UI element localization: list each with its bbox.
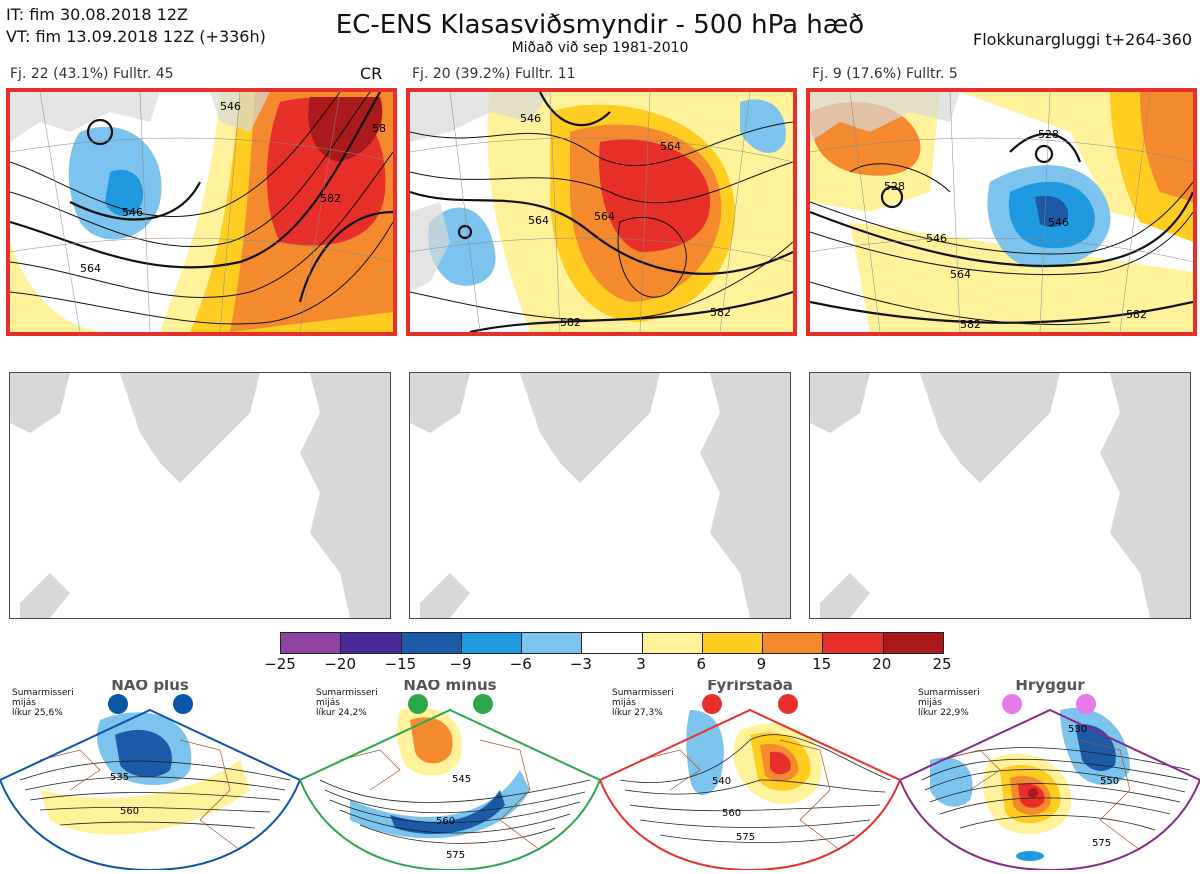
colorbar-swatch <box>522 633 583 653</box>
contour-label: 546 <box>926 232 947 245</box>
contour-label: 546 <box>220 100 241 113</box>
regime-note-2: Sumarmisseri mijás líkur 24,2% <box>316 688 378 718</box>
colorbar-tick: −15 <box>384 655 417 673</box>
colorbar-swatch <box>401 633 462 653</box>
colorbar-tick: −6 <box>509 655 532 673</box>
regime-nao-minus: 545 560 575 NAO mínus <box>298 676 602 872</box>
blank-map-2 <box>409 372 791 619</box>
contour-label: 546 <box>122 206 143 219</box>
colorbar-swatch <box>341 633 402 653</box>
valid-time: VT: fim 13.09.2018 12Z (+336h) <box>6 27 266 46</box>
cluster-map-3: 528 528 546 546 564 582 582 <box>806 88 1197 336</box>
regime-nao-plus: 535 560 NAO plús <box>0 676 302 872</box>
contour-label: 564 <box>594 210 615 223</box>
colorbar-swatch <box>642 633 703 653</box>
colorbar-tick: −25 <box>264 655 296 673</box>
contour-label: 546 <box>1048 216 1069 229</box>
regime-note-3: Sumarmisseri mijás líkur 27,3% <box>612 688 674 718</box>
colorbar-tick: 3 <box>636 655 646 673</box>
contour-label: 582 <box>560 316 581 329</box>
regime-title: Hryggur <box>1015 680 1085 694</box>
header-info: IT: fim 30.08.2018 12Z VT: fim 13.09.201… <box>6 4 266 48</box>
colorbar-tick: 15 <box>812 655 832 673</box>
contour-label: 564 <box>950 268 971 281</box>
contour-label: 530 <box>1068 724 1087 735</box>
contour-label: 528 <box>1038 128 1059 141</box>
initial-time: IT: fim 30.08.2018 12Z <box>6 5 188 24</box>
panel-1-label: Fj. 22 (43.1%) Fulltr. 45 <box>10 66 174 82</box>
contour-label: 575 <box>1092 838 1111 849</box>
contour-label: 540 <box>712 776 731 787</box>
colorbar-swatch <box>582 633 643 653</box>
contour-label: 545 <box>452 774 471 785</box>
contour-label: 535 <box>110 772 129 783</box>
blank-map-1 <box>9 372 391 619</box>
contour-label: 582 <box>1126 308 1147 321</box>
panel-3-label: Fj. 9 (17.6%) Fulltr. 5 <box>812 66 958 82</box>
contour-label: 582 <box>710 306 731 319</box>
cluster-map-2: 546 564 564 564 582 582 <box>406 88 797 336</box>
colorbar-tick: −3 <box>569 655 592 673</box>
colorbar-tick: 25 <box>932 655 952 673</box>
colorbar-swatch <box>702 633 764 653</box>
regime-title: NAO plús <box>111 680 189 694</box>
window-label: Flokkunargluggi t+264-360 <box>973 30 1192 49</box>
colorbar-swatch <box>281 633 342 653</box>
regime-title: Fyrirstaða <box>707 680 793 694</box>
contour-label: 550 <box>1100 776 1119 787</box>
contour-label: 560 <box>722 808 741 819</box>
cluster-map-1: 546 546 564 582 58 <box>6 88 397 336</box>
contour-label: 560 <box>120 806 139 817</box>
contour-label: 582 <box>960 318 981 331</box>
contour-label: 582 <box>320 192 341 205</box>
regime-blocking: 540 560 575 Fyrirstaða <box>598 676 902 872</box>
regime-note-1: Sumarmisseri mijás líkur 25,6% <box>12 688 74 718</box>
colorbar-swatch <box>461 633 523 653</box>
page-subtitle: Miðað við sep 1981-2010 <box>511 40 689 56</box>
contour-label: 564 <box>660 140 681 153</box>
contour-label: 564 <box>80 262 101 275</box>
contour-label: 560 <box>436 816 455 827</box>
blank-map-3 <box>809 372 1191 619</box>
colorbar-tick: 20 <box>872 655 892 673</box>
colorbar-swatch <box>823 633 884 653</box>
colorbar-swatch <box>883 633 943 653</box>
contour-label: 575 <box>736 832 755 843</box>
cr-badge: CR <box>360 64 383 83</box>
panel-2-label: Fj. 20 (39.2%) Fulltr. 11 <box>412 66 576 82</box>
colorbar-tick: 6 <box>696 655 707 673</box>
contour-label: 58 <box>372 122 386 135</box>
page-title: EC-ENS Klasasviðsmyndir - 500 hPa hæð <box>335 10 865 40</box>
regime-title: NAO mínus <box>403 680 496 694</box>
contour-label: 528 <box>884 180 905 193</box>
contour-label: 575 <box>446 850 465 861</box>
colorbar <box>280 632 944 654</box>
colorbar-tick: −9 <box>449 655 472 673</box>
colorbar-swatch <box>763 633 824 653</box>
contour-label: 564 <box>528 214 549 227</box>
colorbar-tick: 9 <box>756 655 767 673</box>
contour-label: 546 <box>520 112 541 125</box>
regime-ridge: 530 550 575 Hryggur <box>898 676 1200 872</box>
regime-note-4: Sumarmisseri mijás líkur 22,9% <box>918 688 980 718</box>
colorbar-tick: −20 <box>324 655 356 673</box>
